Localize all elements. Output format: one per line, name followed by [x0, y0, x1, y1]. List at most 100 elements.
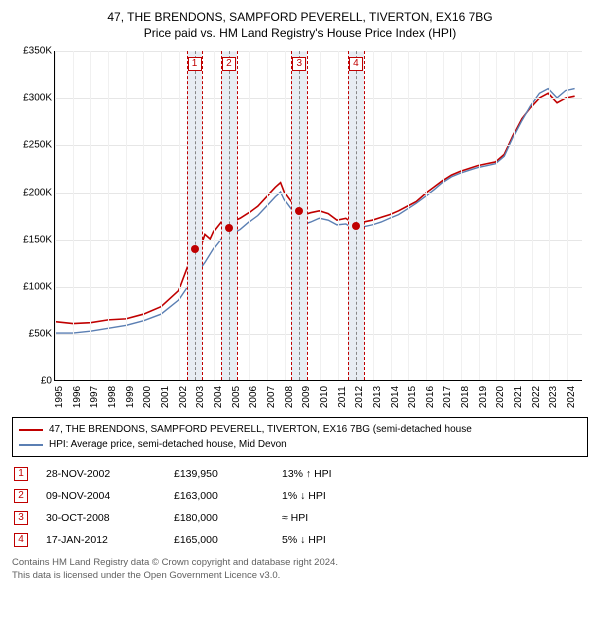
x-tick-label: 2011 [337, 386, 355, 408]
x-tick-label: 1996 [72, 386, 90, 408]
x-tick-label: 2014 [390, 386, 408, 408]
gridline-h [55, 240, 582, 241]
gridline-v [373, 51, 374, 380]
x-tick-label: 2010 [319, 386, 337, 408]
x-tick-label: 2020 [495, 386, 513, 408]
gridline-h [55, 145, 582, 146]
gridline-v [179, 51, 180, 380]
event-center-line [195, 51, 196, 380]
event-center-line [229, 51, 230, 380]
x-tick-label: 2008 [284, 386, 302, 408]
sale-marker-box: 1 [14, 467, 28, 481]
x-tick-label: 2017 [442, 386, 460, 408]
footnote-line1: Contains HM Land Registry data © Crown c… [12, 557, 588, 569]
gridline-v [567, 51, 568, 380]
gridline-h [55, 51, 582, 52]
gridline-h [55, 193, 582, 194]
gridline-v [249, 51, 250, 380]
gridline-v [126, 51, 127, 380]
gridline-v [391, 51, 392, 380]
event-edge-line [348, 51, 349, 380]
sale-date: 17-JAN-2012 [46, 534, 156, 546]
gridline-v [408, 51, 409, 380]
gridline-v [90, 51, 91, 380]
legend-label: 47, THE BRENDONS, SAMPFORD PEVERELL, TIV… [49, 422, 472, 437]
sale-date: 30-OCT-2008 [46, 512, 156, 524]
footnote: Contains HM Land Registry data © Crown c… [12, 557, 588, 582]
sale-dot [295, 207, 303, 215]
legend: 47, THE BRENDONS, SAMPFORD PEVERELL, TIV… [12, 417, 588, 457]
event-marker-box: 4 [349, 57, 363, 71]
gridline-v [161, 51, 162, 380]
event-edge-line [307, 51, 308, 380]
x-tick-label: 1995 [54, 386, 72, 408]
gridline-v [267, 51, 268, 380]
gridline-v [496, 51, 497, 380]
y-tick-label: £150K [12, 234, 52, 245]
x-tick-label: 2018 [460, 386, 478, 408]
gridline-v [426, 51, 427, 380]
y-tick-label: £50K [12, 329, 52, 340]
event-marker-box: 1 [188, 57, 202, 71]
chart-area: 1234 £0£50K£100K£150K£200K£250K£300K£350… [12, 45, 588, 415]
footnote-line2: This data is licensed under the Open Gov… [12, 570, 588, 582]
gridline-h [55, 334, 582, 335]
sale-marker-box: 3 [14, 511, 28, 525]
event-center-line [299, 51, 300, 380]
y-tick-label: £100K [12, 281, 52, 292]
sale-trend: 5% ↓ HPI [282, 534, 326, 546]
gridline-v [285, 51, 286, 380]
x-tick-label: 2006 [248, 386, 266, 408]
plot-area: 1234 [54, 51, 582, 381]
gridline-h [55, 98, 582, 99]
y-tick-label: £0 [12, 376, 52, 387]
gridline-v [214, 51, 215, 380]
sale-trend: 1% ↓ HPI [282, 490, 326, 502]
gridline-v [532, 51, 533, 380]
gridline-v [549, 51, 550, 380]
x-tick-label: 2001 [160, 386, 178, 408]
gridline-h [55, 287, 582, 288]
x-tick-label: 2024 [566, 386, 584, 408]
sale-price: £163,000 [174, 490, 264, 502]
sale-trend: ≈ HPI [282, 512, 308, 524]
legend-item: HPI: Average price, semi-detached house,… [19, 437, 581, 452]
title-address: 47, THE BRENDONS, SAMPFORD PEVERELL, TIV… [12, 10, 588, 26]
gridline-v [320, 51, 321, 380]
x-tick-label: 1998 [107, 386, 125, 408]
legend-label: HPI: Average price, semi-detached house,… [49, 437, 287, 452]
event-edge-line [291, 51, 292, 380]
sale-marker-box: 2 [14, 489, 28, 503]
sale-row: 2 09-NOV-2004 £163,000 1% ↓ HPI [12, 485, 588, 507]
gridline-v [443, 51, 444, 380]
x-tick-label: 2013 [372, 386, 390, 408]
sale-dot [352, 222, 360, 230]
legend-swatch [19, 429, 43, 431]
sale-date: 28-NOV-2002 [46, 468, 156, 480]
x-tick-label: 2022 [531, 386, 549, 408]
x-tick-label: 1997 [89, 386, 107, 408]
gridline-v [108, 51, 109, 380]
sale-price: £180,000 [174, 512, 264, 524]
gridline-v [55, 51, 56, 380]
x-tick-label: 2004 [213, 386, 231, 408]
x-tick-label: 2003 [195, 386, 213, 408]
y-tick-label: £250K [12, 140, 52, 151]
sale-date: 09-NOV-2004 [46, 490, 156, 502]
sale-dot [225, 224, 233, 232]
event-edge-line [237, 51, 238, 380]
y-tick-label: £350K [12, 46, 52, 57]
x-tick-label: 2019 [478, 386, 496, 408]
x-tick-label: 2000 [142, 386, 160, 408]
event-edge-line [221, 51, 222, 380]
x-tick-label: 2023 [548, 386, 566, 408]
legend-item: 47, THE BRENDONS, SAMPFORD PEVERELL, TIV… [19, 422, 581, 437]
x-tick-label: 1999 [125, 386, 143, 408]
event-marker-box: 3 [292, 57, 306, 71]
gridline-v [479, 51, 480, 380]
gridline-v [461, 51, 462, 380]
sale-row: 417-JAN-2012£165,0005% ↓ HPI [12, 529, 588, 551]
sale-row: 3 30-OCT-2008 £180,000 ≈ HPI [12, 507, 588, 529]
sale-price: £139,950 [174, 468, 264, 480]
sales-table: 128-NOV-2002£139,95013% ↑ HPI209-NOV-200… [12, 463, 588, 551]
